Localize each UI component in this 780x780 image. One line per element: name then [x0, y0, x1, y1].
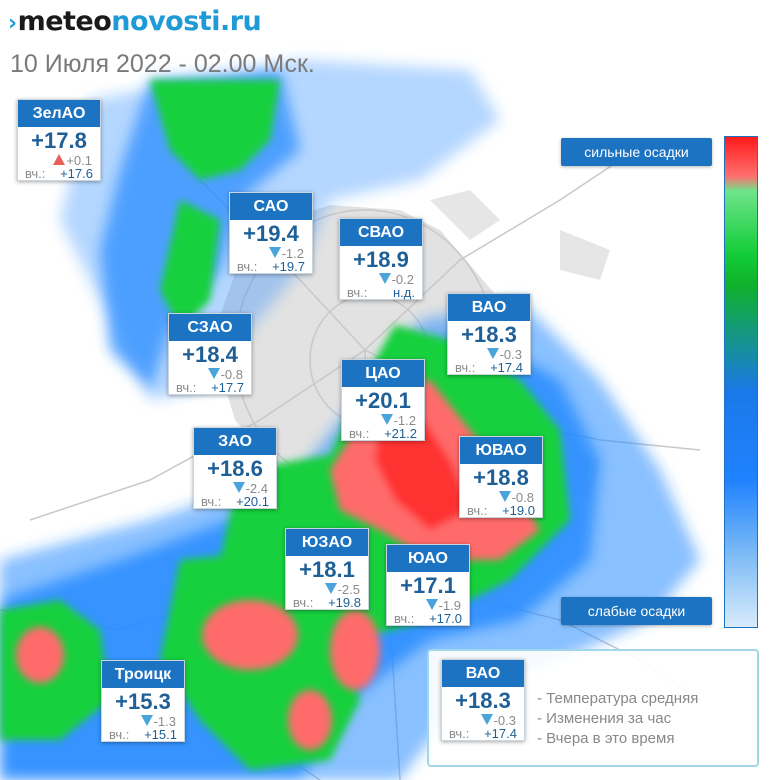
district-hourly-change: +0.1: [53, 154, 92, 168]
district-card-szao[interactable]: СЗАО +18.4 -0.8 вч.: +17.7: [168, 313, 252, 395]
district-name: СВАО: [340, 219, 422, 246]
logo-text-meteo: meteo: [17, 6, 112, 37]
district-yesterday: вч.: +20.1: [201, 494, 269, 509]
district-yesterday: вч.: +19.0: [467, 503, 535, 518]
district-name: Троицк: [102, 661, 184, 688]
district-card-cao[interactable]: ЦАО +20.1 -1.2 вч.: +21.2: [341, 359, 425, 441]
trend-down-icon: [232, 482, 245, 493]
district-name: СЗАО: [169, 314, 251, 341]
district-temperature: +18.6: [207, 456, 263, 481]
legend-example-name: ВАО: [442, 660, 524, 687]
district-name: САО: [230, 193, 312, 220]
district-yesterday: вч.: +21.2: [349, 426, 417, 441]
district-temperature: +17.1: [400, 573, 456, 598]
district-card-zao[interactable]: ЗАО +18.6 -2.4 вч.: +20.1: [193, 427, 277, 509]
legend-line-change: - Изменения за час: [537, 710, 672, 727]
district-temperature: +18.9: [353, 247, 409, 272]
district-card-svao[interactable]: СВАО +18.9 -0.2 вч.: н.д.: [339, 218, 423, 300]
district-card-sao[interactable]: САО +19.4 -1.2 вч.: +19.7: [229, 192, 313, 274]
trend-down-icon: [480, 714, 493, 725]
district-hourly-change: -0.3: [486, 348, 522, 362]
district-yesterday: вч.: н.д.: [347, 285, 415, 300]
trend-down-icon: [207, 368, 220, 379]
district-yesterday: вч.: +17.0: [394, 611, 462, 626]
district-yesterday: вч.: +19.8: [293, 595, 361, 610]
district-temperature: +18.3: [461, 322, 517, 347]
district-yesterday: вч.: +19.7: [237, 259, 305, 274]
trend-down-icon: [268, 247, 281, 258]
legend-line-yesterday: - Вчера в это время: [537, 730, 675, 747]
district-temperature: +18.4: [182, 342, 238, 367]
district-temperature: +17.8: [31, 128, 87, 153]
chevron-logo-icon: ›: [8, 11, 17, 36]
scale-label-weak: слабые осадки: [561, 597, 712, 625]
legend-example-yesterday: вч.: +17.4: [449, 726, 517, 741]
legend-line-temperature: - Температура средняя: [537, 690, 699, 707]
district-hourly-change: -0.2: [378, 273, 414, 287]
district-name: ЮАО: [387, 545, 469, 572]
district-temperature: +18.8: [473, 465, 529, 490]
forecast-datetime: 10 Июля 2022 - 02.00 Мск.: [10, 50, 315, 78]
district-hourly-change: -0.8: [498, 491, 534, 505]
district-card-vao[interactable]: ВАО +18.3 -0.3 вч.: +17.4: [447, 293, 531, 375]
trend-down-icon: [324, 583, 337, 594]
district-name: ВАО: [448, 294, 530, 321]
trend-down-icon: [378, 273, 391, 284]
legend-panel: ВАО +18.3 -0.3 вч.: +17.4 - Температура с…: [427, 649, 759, 767]
district-yesterday: вч.: +17.4: [455, 360, 523, 375]
trend-down-icon: [380, 414, 393, 425]
district-hourly-change: -2.4: [232, 482, 268, 496]
district-temperature: +20.1: [355, 388, 411, 413]
trend-down-icon: [425, 599, 438, 610]
logo-text-novosti: novosti.ru: [111, 6, 262, 37]
district-name: ЦАО: [342, 360, 424, 387]
trend-down-icon: [486, 348, 499, 359]
district-hourly-change: -1.2: [380, 414, 416, 428]
district-hourly-change: -1.2: [268, 247, 304, 261]
district-card-yuzao[interactable]: ЮЗАО +18.1 -2.5 вч.: +19.8: [285, 528, 369, 610]
trend-down-icon: [498, 491, 511, 502]
district-card-zelao[interactable]: ЗелАО +17.8 +0.1 вч.: +17.6: [17, 99, 101, 181]
district-temperature: +18.1: [299, 557, 355, 582]
district-temperature: +15.3: [115, 689, 171, 714]
district-hourly-change: -1.9: [425, 599, 461, 613]
district-card-yuvao[interactable]: ЮВАО +18.8 -0.8 вч.: +19.0: [459, 436, 543, 518]
district-name: ЗелАО: [18, 100, 100, 127]
district-name: ЮЗАО: [286, 529, 368, 556]
district-yesterday: вч.: +15.1: [109, 727, 177, 742]
trend-up-icon: [53, 154, 66, 165]
district-yesterday: вч.: +17.7: [176, 380, 244, 395]
site-logo: ›meteonovosti.ru: [8, 6, 262, 37]
district-hourly-change: -1.3: [140, 715, 176, 729]
district-hourly-change: -0.8: [207, 368, 243, 382]
district-name: ЗАО: [194, 428, 276, 455]
trend-down-icon: [140, 715, 153, 726]
legend-example-temperature: +18.3: [455, 688, 511, 713]
scale-label-strong: сильные осадки: [561, 138, 712, 166]
legend-example-card: ВАО +18.3 -0.3 вч.: +17.4: [441, 659, 525, 741]
legend-example-change: -0.3: [480, 714, 516, 728]
district-yesterday: вч.: +17.6: [25, 166, 93, 181]
precipitation-scale-bar: [724, 136, 758, 628]
district-hourly-change: -2.5: [324, 583, 360, 597]
district-name: ЮВАО: [460, 437, 542, 464]
district-card-troick[interactable]: Троицк +15.3 -1.3 вч.: +15.1: [101, 660, 185, 742]
district-temperature: +19.4: [243, 221, 299, 246]
district-card-yuao[interactable]: ЮАО +17.1 -1.9 вч.: +17.0: [386, 544, 470, 626]
legend-descriptions: - Температура средняя - Изменения за час…: [537, 689, 698, 749]
